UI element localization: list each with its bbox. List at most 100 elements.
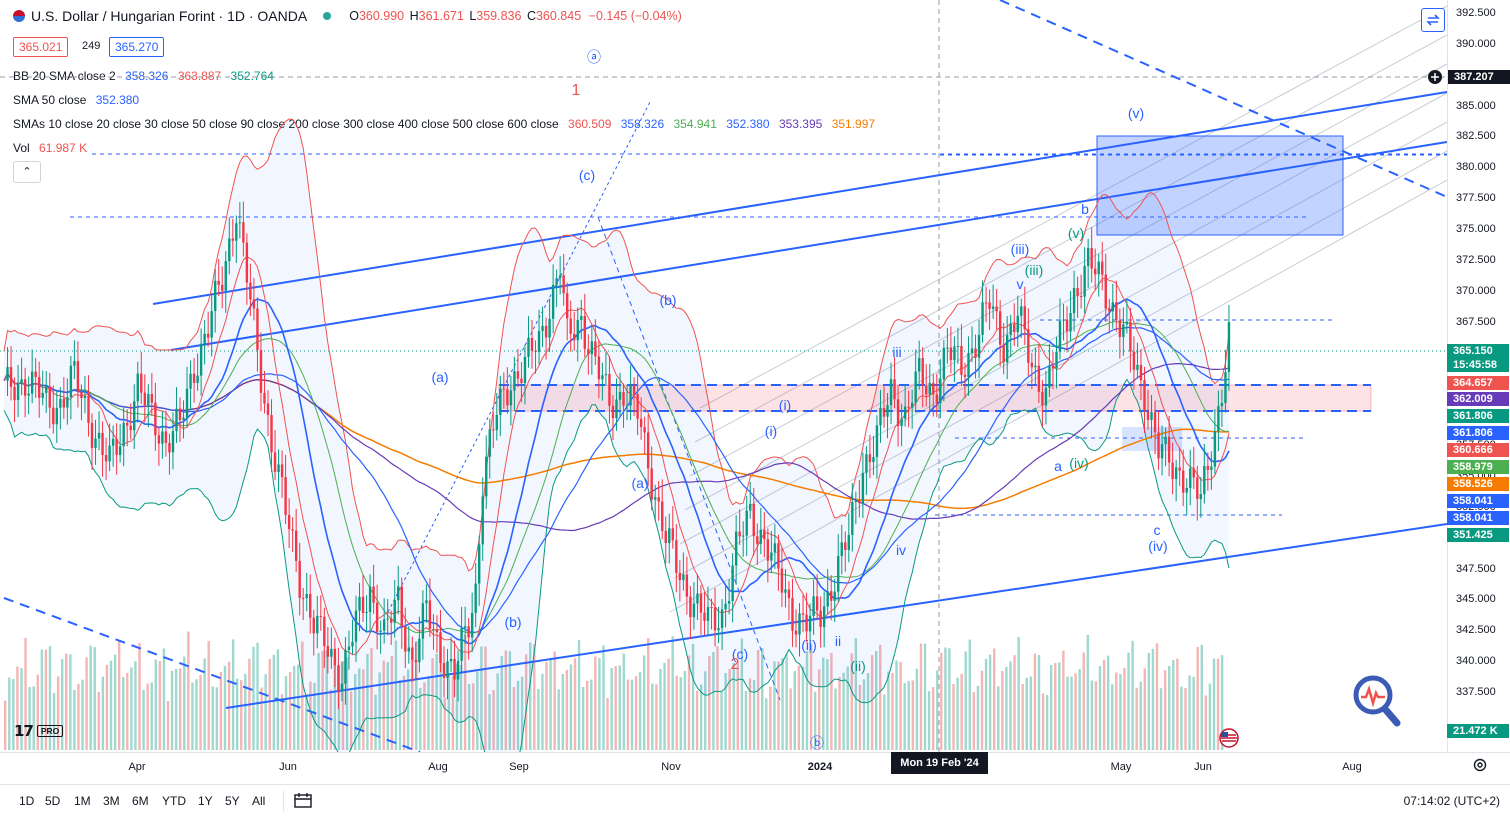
candle-body: [654, 497, 657, 500]
buy-price-button[interactable]: 365.270: [109, 37, 165, 57]
volume-bar: [663, 662, 666, 750]
plus-icon[interactable]: [1427, 69, 1443, 85]
candle-body: [1164, 436, 1167, 445]
timeframe-all[interactable]: All: [252, 794, 266, 808]
volume-bar: [93, 647, 96, 750]
time-tick: Aug: [428, 761, 448, 773]
volume-bar: [492, 690, 495, 750]
volume-bar: [630, 679, 634, 750]
collapse-legend-button[interactable]: ⌃: [13, 161, 41, 183]
candle-body: [939, 379, 942, 404]
candle-body: [400, 586, 403, 627]
volume-bar: [142, 690, 145, 750]
candle-body: [30, 371, 34, 394]
legend-sma50[interactable]: SMA 50 close 352.380: [13, 93, 140, 107]
volume-bar: [402, 675, 406, 750]
candle-body: [474, 583, 477, 613]
candle-body: [742, 535, 745, 537]
legend-vol[interactable]: Vol 61.987 K: [13, 141, 88, 155]
candle-body: [868, 454, 872, 463]
candle-body: [41, 392, 44, 398]
chart-magnifier-icon: [1353, 675, 1401, 727]
volume-bar: [818, 669, 821, 750]
clock[interactable]: 07:14:02 (UTC+2): [1403, 794, 1500, 808]
timeframe-3m[interactable]: 3M: [103, 794, 120, 808]
gear-icon[interactable]: [1472, 757, 1488, 773]
time-axis[interactable]: Apr Jun Aug Sep Nov 2024 May Jun Aug: [0, 752, 1510, 779]
timeframe-5d[interactable]: 5D: [45, 794, 61, 808]
volume-bar: [858, 684, 862, 750]
timeframe-ytd[interactable]: YTD: [162, 794, 186, 808]
pro-badge: PRO: [36, 724, 64, 737]
chart-canvas[interactable]: ⓐ1(c)(b)(a)(i)(a)(i)(b)(c)2(ii)(ii)iiiii…: [0, 0, 1447, 752]
volume-bar: [744, 691, 748, 750]
candle-body: [80, 392, 83, 399]
wave-label: iii: [892, 344, 901, 360]
volume-bar: [268, 659, 271, 750]
candle-body: [354, 610, 358, 642]
candle-body: [661, 501, 664, 531]
volume-bar: [1005, 666, 1008, 750]
legend-bb[interactable]: BB 20 SMA close 2 358.326 363.887 352.76…: [13, 69, 274, 83]
timeframe-1m[interactable]: 1M: [74, 794, 91, 808]
candle-body: [242, 222, 245, 243]
candle-body: [249, 282, 252, 300]
volume-bar: [728, 669, 731, 750]
timeframe-1d[interactable]: 1D: [19, 794, 35, 808]
candle-body: [893, 379, 896, 400]
calendar-icon[interactable]: [294, 792, 312, 808]
symbol-header[interactable]: U.S. Dollar / Hungarian Forint · 1D · OA…: [13, 8, 682, 24]
candle-body: [646, 432, 650, 469]
volume-bar: [610, 668, 613, 750]
wave-label: a: [1054, 458, 1062, 474]
time-tick: May: [1110, 761, 1132, 773]
volume-bar: [748, 678, 752, 750]
candle-body: [323, 616, 326, 646]
volume-bar: [1139, 681, 1142, 750]
volume-bar: [1163, 670, 1167, 750]
candle-body: [636, 393, 639, 419]
legend-smas[interactable]: SMAs 10 close 20 close 30 close 50 close…: [13, 117, 876, 131]
timeframe-5y[interactable]: 5Y: [225, 794, 240, 808]
volume-bar: [883, 694, 886, 750]
volume-bar: [761, 648, 764, 750]
volume-bar: [36, 674, 39, 750]
candle-body: [991, 306, 995, 309]
price-tick: 367.500: [1456, 315, 1496, 328]
candle-body: [284, 477, 287, 515]
volume-bar: [647, 638, 650, 750]
candle-body: [1041, 391, 1044, 406]
volume-bar: [1041, 693, 1045, 750]
volume-bar: [89, 645, 92, 750]
candle-body: [316, 615, 319, 634]
candle-body: [830, 591, 833, 601]
volume-bar: [826, 659, 829, 750]
tradingview-logo[interactable]: 𝟭𝟳 PRO: [14, 722, 64, 740]
candle-body: [590, 341, 594, 355]
timeframe-1y[interactable]: 1Y: [198, 794, 213, 808]
price-chart[interactable]: ⓐ 1 (c) (b) (a) (i) (a) (i) (b) (c) 2 (ii) (ii) ii iii…: [0, 0, 1447, 752]
event-flag-icon[interactable]: [1215, 728, 1243, 748]
candle-body: [115, 438, 118, 455]
time-tick: Sep: [509, 761, 529, 773]
candle-body: [773, 543, 777, 553]
volume-bar: [122, 677, 125, 750]
volume-bar: [944, 647, 947, 750]
wave-label: v: [1017, 276, 1024, 292]
sell-price-button[interactable]: 365.021: [13, 37, 69, 57]
candle-body: [1083, 266, 1086, 297]
candle-body: [1182, 470, 1185, 493]
volume-bar: [1151, 648, 1155, 750]
candle-body: [682, 574, 685, 581]
candle-body: [214, 280, 217, 312]
symbol-title[interactable]: U.S. Dollar / Hungarian Forint · 1D · OA…: [31, 8, 308, 24]
candle-body: [717, 628, 720, 631]
volume-bar: [40, 649, 44, 750]
swap-icon[interactable]: [1421, 8, 1445, 32]
timeframe-6m[interactable]: 6M: [132, 794, 149, 808]
candle-body: [541, 325, 544, 331]
volume-bar: [174, 669, 178, 750]
volume-bar: [960, 673, 963, 750]
candle-body: [1136, 364, 1139, 370]
price-tick: 385.000: [1456, 99, 1496, 112]
